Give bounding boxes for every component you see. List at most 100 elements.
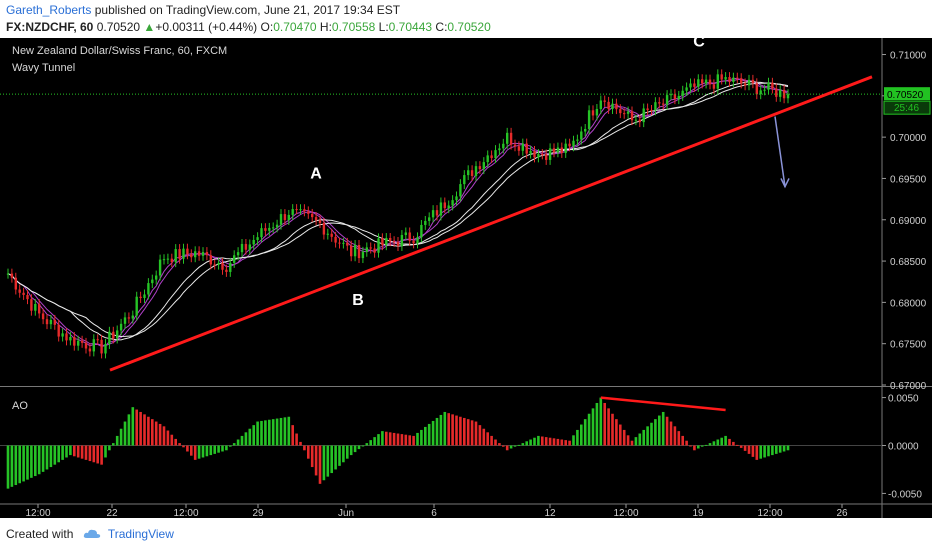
symbol-label: FX:NZDCHF, 60	[6, 20, 94, 34]
ao-bar	[763, 445, 766, 458]
candle	[564, 143, 567, 153]
ao-bar	[209, 445, 213, 456]
candle	[494, 150, 497, 159]
ao-bar	[240, 435, 244, 446]
ao-bar	[548, 437, 552, 446]
candle	[587, 110, 591, 129]
ao-bar	[747, 445, 751, 454]
ao-bar	[303, 445, 306, 451]
ao-bar	[338, 445, 341, 466]
ao-bar	[509, 445, 513, 449]
candle	[720, 74, 723, 80]
chart-canvas[interactable]: 0.710000.705000.700000.695000.690000.685…	[0, 38, 932, 518]
ao-bar	[14, 445, 18, 486]
candle	[556, 147, 560, 153]
candle	[240, 243, 244, 253]
candle	[782, 89, 786, 99]
created-with: Created with TradingView	[6, 527, 174, 542]
ao-bar	[634, 437, 638, 446]
candle	[428, 217, 431, 221]
candle	[92, 339, 95, 352]
candle	[326, 233, 329, 235]
ao-bar	[115, 435, 119, 446]
tradingview-brand[interactable]: TradingView	[107, 527, 174, 541]
ao-bar	[322, 445, 326, 481]
ao-bar	[260, 420, 263, 446]
price-tick-label: 0.67000	[890, 381, 927, 392]
ao-bar	[490, 435, 493, 446]
candle	[197, 251, 201, 256]
candle	[147, 283, 150, 295]
candle	[607, 101, 610, 110]
candle	[580, 131, 583, 140]
ao-bar	[619, 424, 622, 446]
ao-bar	[743, 445, 747, 451]
candle	[619, 109, 622, 114]
indicator-label: Wavy Tunnel	[12, 62, 75, 74]
candle	[41, 313, 45, 320]
candle	[123, 317, 127, 324]
ao-bar	[229, 445, 232, 447]
ao-bar	[346, 445, 349, 459]
time-tick-label: 12	[544, 508, 556, 518]
ao-bar	[420, 429, 423, 446]
ao-bar	[244, 432, 248, 446]
chart-title: New Zealand Dollar/Swiss Franc, 60, FXCM	[12, 45, 227, 57]
candle	[80, 340, 84, 343]
ao-bar	[537, 435, 540, 446]
candle	[490, 155, 493, 159]
candle	[346, 242, 349, 246]
ao-bar	[767, 445, 770, 457]
candle	[537, 153, 540, 158]
candle	[685, 87, 688, 91]
candle	[279, 214, 283, 225]
candle	[268, 227, 271, 231]
ao-bar	[112, 443, 115, 446]
candle	[669, 94, 673, 96]
candle	[389, 237, 392, 242]
ao-bar	[704, 444, 708, 446]
ao-bar	[182, 445, 185, 448]
author-link[interactable]: Gareth_Roberts	[6, 3, 92, 17]
ao-bar	[197, 445, 201, 459]
candle	[740, 78, 743, 84]
ao-bar	[502, 445, 505, 447]
candle	[217, 262, 220, 265]
ao-bar	[92, 445, 96, 463]
ao-bar	[466, 419, 470, 446]
candle	[681, 90, 684, 96]
candle	[158, 259, 162, 276]
price-tick-label: 0.68000	[890, 298, 927, 309]
price-tick-label: 0.71000	[890, 51, 927, 62]
candle	[408, 232, 411, 241]
time-tick-label: 26	[836, 508, 848, 518]
time-tick-label: 12:00	[757, 508, 782, 518]
low-label: L:	[378, 20, 389, 34]
candle	[599, 100, 602, 109]
time-tick-label: Jun	[338, 508, 354, 518]
ao-bar	[361, 445, 365, 447]
ao-bar	[318, 445, 322, 484]
candle	[303, 209, 306, 212]
high-label: H:	[319, 20, 332, 34]
candle	[400, 235, 404, 246]
price-tick-label: 0.69500	[890, 174, 927, 185]
ao-bar	[603, 402, 606, 446]
ao-bar	[541, 436, 544, 446]
candle	[615, 103, 618, 110]
candle	[650, 109, 653, 111]
candle	[603, 100, 606, 102]
ao-bar	[661, 411, 665, 446]
candle	[736, 77, 739, 79]
candle	[525, 143, 528, 154]
ao-bar	[583, 419, 587, 446]
candle	[584, 128, 587, 132]
ao-bar	[646, 426, 649, 446]
projection-arrow	[774, 116, 786, 187]
ao-bar	[287, 416, 291, 446]
candle	[34, 303, 37, 311]
candle	[18, 289, 21, 293]
candle	[673, 94, 677, 100]
ao-bar	[400, 434, 404, 446]
ao-bar	[482, 428, 486, 446]
